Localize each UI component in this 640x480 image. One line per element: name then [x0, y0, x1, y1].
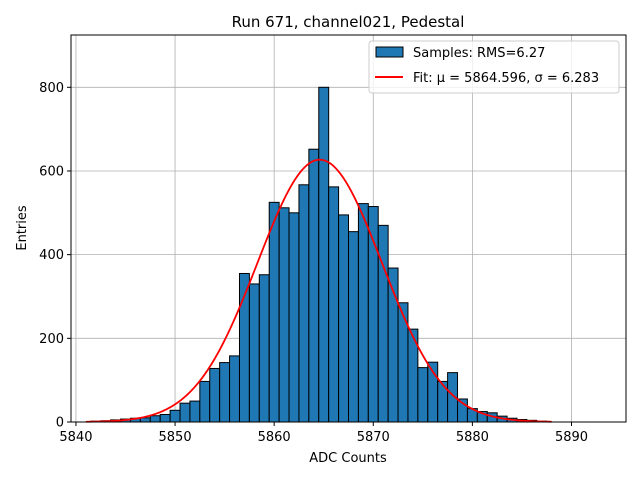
- x-axis-title: ADC Counts: [309, 451, 387, 466]
- histogram-bar: [288, 212, 300, 423]
- histogram-bar: [357, 203, 369, 423]
- y-tick-label: 200: [39, 332, 64, 347]
- histogram-bar: [298, 184, 310, 423]
- x-tick-label: 5890: [555, 430, 588, 445]
- histogram-bar: [209, 367, 221, 423]
- histogram-bar: [248, 283, 260, 423]
- legend-fit-label: Fit: μ = 5864.596, σ = 6.283: [413, 71, 599, 86]
- histogram-bar: [149, 415, 161, 423]
- histogram-bar: [229, 355, 240, 423]
- x-tick-label: 5880: [456, 430, 489, 445]
- y-tick-label: 400: [39, 248, 64, 263]
- histogram-bar: [258, 274, 270, 423]
- legend: Samples: RMS=6.27 Fit: μ = 5864.596, σ =…: [368, 40, 620, 94]
- y-tick-label: 600: [39, 164, 64, 179]
- histogram-bar: [189, 400, 201, 423]
- histogram-bar: [278, 207, 290, 423]
- histogram-bar: [417, 367, 429, 423]
- histogram-bar: [179, 402, 191, 423]
- legend-samples-swatch: [375, 46, 404, 58]
- fit-curve-layer: [85, 158, 552, 423]
- x-tick-label: 5870: [357, 430, 390, 445]
- chart-title: Run 671, channel021, Pedestal: [232, 13, 465, 31]
- y-tick-label: 800: [39, 81, 64, 96]
- histogram-bar: [348, 231, 359, 423]
- x-tick-label: 5840: [59, 430, 92, 445]
- y-axis-title: Entries: [15, 205, 30, 251]
- y-axis-ticks: 0 200 400 600 800: [39, 81, 71, 431]
- histogram-bar: [268, 201, 280, 423]
- x-tick-label: 5850: [159, 430, 192, 445]
- gaussian-fit-curve: [85, 158, 552, 423]
- histogram-bars: [90, 86, 548, 423]
- histogram-bar: [308, 148, 320, 423]
- x-axis-ticks: 5840 5850 5860 5870 5880 5890: [59, 422, 588, 445]
- histogram-bar: [318, 86, 330, 423]
- histogram-bar: [338, 214, 350, 423]
- legend-samples-label: Samples: RMS=6.27: [413, 46, 545, 61]
- histogram-bar: [159, 413, 171, 423]
- histogram-bar: [199, 380, 211, 423]
- y-tick-label: 0: [56, 416, 64, 431]
- histogram-bar: [219, 362, 231, 423]
- histogram-bar: [169, 409, 181, 423]
- legend-box: [368, 40, 620, 94]
- plot-frame: [70, 34, 627, 423]
- x-tick-label: 5860: [258, 430, 291, 445]
- histogram-bar: [328, 186, 340, 423]
